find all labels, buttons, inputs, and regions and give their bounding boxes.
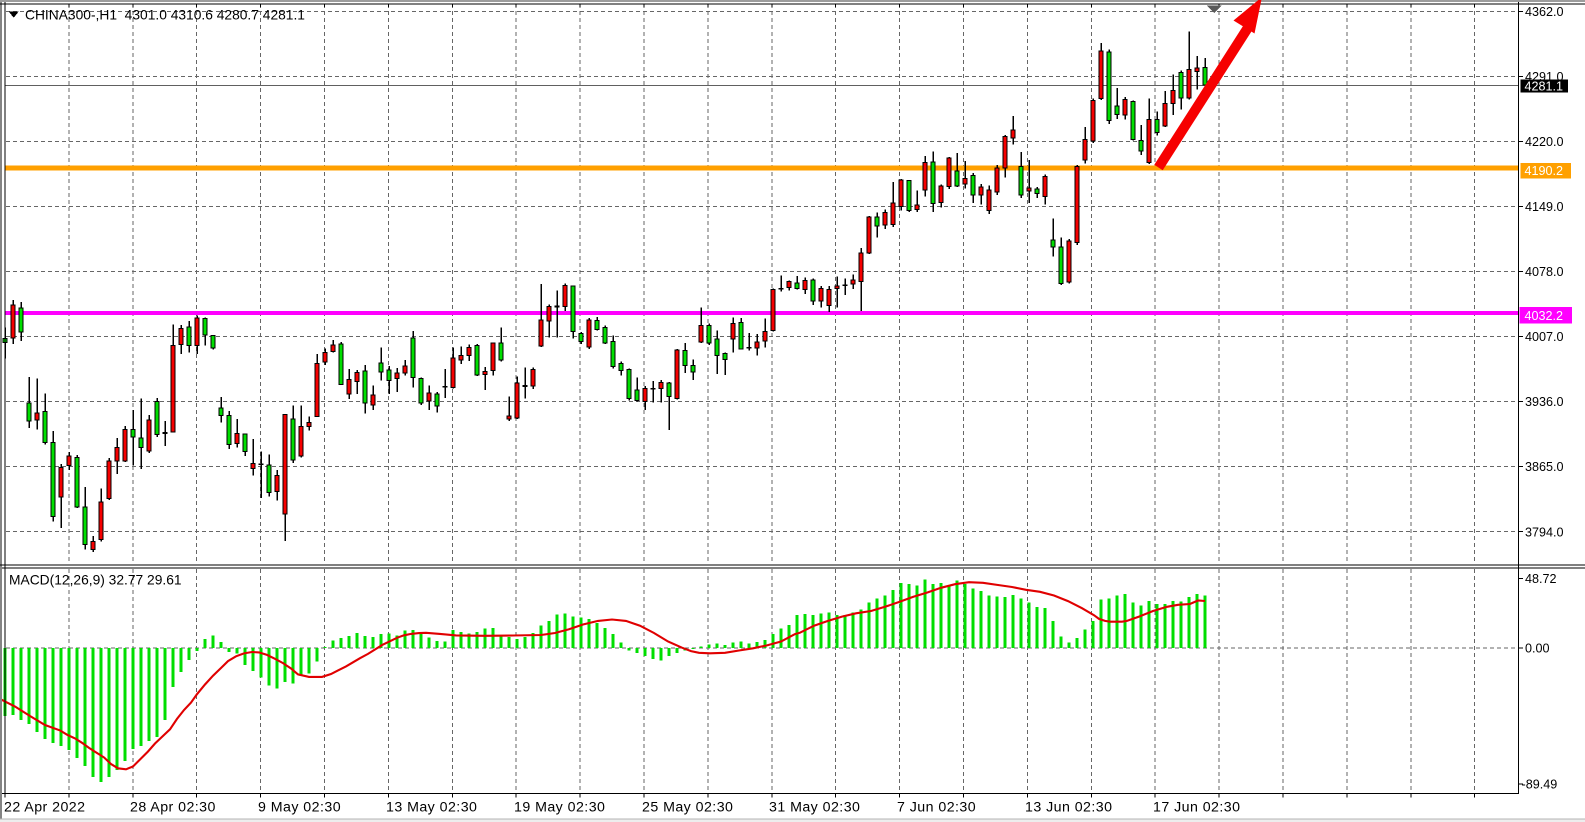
svg-text:4281.1: 4281.1 [1525,80,1564,94]
svg-text:-89.49: -89.49 [1522,778,1558,792]
svg-text:4362.0: 4362.0 [1525,5,1564,19]
svg-text:4007.0: 4007.0 [1525,330,1564,344]
svg-text:13 Jun 02:30: 13 Jun 02:30 [1025,800,1112,816]
svg-text:13 May 02:30: 13 May 02:30 [386,800,477,816]
svg-text:4149.0: 4149.0 [1525,200,1564,214]
svg-text:3865.0: 3865.0 [1525,460,1564,474]
svg-text:22 Apr 2022: 22 Apr 2022 [4,800,85,816]
svg-text:19 May 02:30: 19 May 02:30 [514,800,605,816]
svg-text:CHINA300-,H1 4301.0 4310.6 42: CHINA300-,H1 4301.0 4310.6 4280.7 4281.1 [25,8,305,23]
svg-text:4190.2: 4190.2 [1525,164,1564,178]
svg-text:4220.0: 4220.0 [1525,135,1564,149]
svg-text:28 Apr 02:30: 28 Apr 02:30 [130,800,216,816]
svg-text:3794.0: 3794.0 [1525,525,1564,539]
svg-text:9 May 02:30: 9 May 02:30 [258,800,341,816]
svg-text:31 May 02:30: 31 May 02:30 [769,800,860,816]
svg-text:25 May 02:30: 25 May 02:30 [642,800,733,816]
svg-text:MACD(12,26,9) 32.77 29.61: MACD(12,26,9) 32.77 29.61 [9,573,182,588]
svg-text:4032.2: 4032.2 [1525,309,1564,323]
svg-text:17 Jun 02:30: 17 Jun 02:30 [1153,800,1240,816]
svg-text:7 Jun 02:30: 7 Jun 02:30 [897,800,976,816]
svg-text:4078.0: 4078.0 [1525,265,1564,279]
svg-text:3936.0: 3936.0 [1525,395,1564,409]
svg-text:0.00: 0.00 [1525,642,1550,656]
svg-text:48.72: 48.72 [1525,572,1557,586]
